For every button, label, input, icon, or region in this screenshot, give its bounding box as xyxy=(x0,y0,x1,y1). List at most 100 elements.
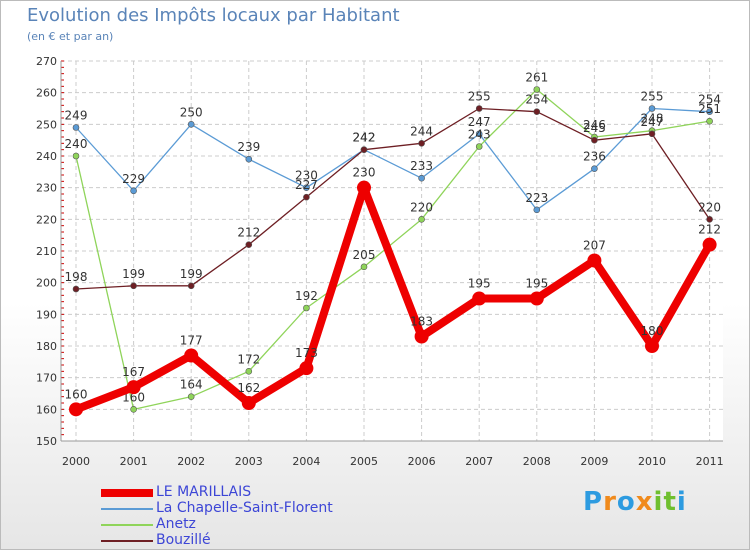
x-tick-label: 2000 xyxy=(62,455,90,468)
data-point xyxy=(533,86,541,93)
y-tick-label: 250 xyxy=(36,118,57,131)
y-tick-label: 160 xyxy=(36,403,57,416)
legend-label-le-marillais: LE MARILLAIS xyxy=(156,484,252,500)
data-label: 164 xyxy=(180,378,203,392)
data-label: 195 xyxy=(525,277,548,291)
data-point xyxy=(187,121,195,128)
series-line-1 xyxy=(75,88,711,410)
data-point xyxy=(303,304,310,312)
series-line-2 xyxy=(75,107,711,290)
data-label: 220 xyxy=(410,200,433,214)
data-label: 199 xyxy=(122,267,145,281)
x-tick-label: 2009 xyxy=(580,455,608,468)
data-point xyxy=(360,146,368,153)
x-tick-label: 2008 xyxy=(523,455,551,468)
legend-label-bouzille: Bouzillé xyxy=(156,532,211,548)
y-tick-label: 150 xyxy=(36,435,57,448)
data-label: 242 xyxy=(353,131,376,145)
legend-swatch-bouzille xyxy=(101,540,153,542)
data-label: 207 xyxy=(583,239,606,253)
logo-letter: o xyxy=(616,487,636,517)
data-label: 254 xyxy=(525,93,548,107)
y-tick-label: 240 xyxy=(36,150,57,163)
data-point xyxy=(72,152,80,160)
data-point xyxy=(245,155,253,163)
logo-letter: r xyxy=(603,487,617,517)
data-label: 240 xyxy=(65,137,88,151)
data-point xyxy=(357,180,371,195)
y-tick-label: 260 xyxy=(36,87,57,100)
data-label: 242 xyxy=(353,131,376,145)
series-line-0 xyxy=(75,107,711,211)
x-tick-label: 2011 xyxy=(696,455,724,468)
data-label: 192 xyxy=(295,289,318,303)
data-label: 236 xyxy=(583,150,606,164)
y-tick-label: 230 xyxy=(36,182,57,195)
logo-letter: i xyxy=(653,487,664,517)
legend-label-anetz: Anetz xyxy=(156,516,196,532)
x-tick-label: 2003 xyxy=(235,455,263,468)
data-point xyxy=(130,282,137,290)
data-point xyxy=(706,117,713,125)
data-point xyxy=(72,285,80,293)
data-label: 180 xyxy=(641,324,664,338)
y-tick-label: 190 xyxy=(36,308,57,321)
legend-swatch-anetz xyxy=(101,524,153,526)
data-point xyxy=(587,253,602,268)
data-point xyxy=(418,216,425,223)
data-point xyxy=(648,105,656,112)
data-point xyxy=(126,380,141,395)
data-label: 183 xyxy=(410,315,433,329)
data-point xyxy=(529,291,544,306)
proxiti-logo: Proxiti xyxy=(583,487,687,517)
data-label: 173 xyxy=(295,346,318,360)
data-point xyxy=(645,339,659,353)
y-tick-label: 210 xyxy=(36,245,57,258)
data-point xyxy=(533,108,541,115)
legend-swatch-le-marillais xyxy=(101,489,153,497)
y-tick-label: 220 xyxy=(36,213,57,226)
data-label: 249 xyxy=(65,109,88,123)
data-point xyxy=(533,206,541,214)
data-point xyxy=(303,184,310,191)
data-label: 244 xyxy=(410,124,433,138)
data-label: 212 xyxy=(698,223,721,237)
x-tick-label: 2001 xyxy=(120,455,148,468)
data-label: 229 xyxy=(122,172,145,186)
x-tick-label: 2007 xyxy=(465,455,493,468)
data-label: 233 xyxy=(410,159,433,173)
data-label: 243 xyxy=(468,128,491,142)
y-tick-label: 180 xyxy=(36,340,57,353)
chart-subtitle: (en € et par an) xyxy=(27,30,114,43)
data-point xyxy=(418,140,425,147)
y-tick-label: 270 xyxy=(36,55,57,68)
data-point xyxy=(475,105,483,112)
data-point xyxy=(245,241,253,248)
data-point xyxy=(69,402,83,417)
data-point xyxy=(241,396,256,410)
data-label: 220 xyxy=(698,200,721,214)
logo-letter: t xyxy=(663,487,677,517)
data-label: 160 xyxy=(122,390,145,404)
data-label: 250 xyxy=(180,105,203,119)
data-label: 195 xyxy=(468,277,491,291)
data-label: 227 xyxy=(295,178,318,192)
data-point xyxy=(702,237,717,252)
data-point xyxy=(299,361,314,376)
data-label: 261 xyxy=(525,71,548,85)
data-label: 198 xyxy=(65,270,88,284)
data-point xyxy=(303,193,310,201)
logo-letter: P xyxy=(583,487,604,517)
legend-label-la-chapelle: La Chapelle-Saint-Florent xyxy=(156,500,333,516)
x-tick-label: 2002 xyxy=(177,455,205,468)
y-tick-label: 200 xyxy=(36,277,57,290)
data-point xyxy=(418,174,425,182)
data-point xyxy=(475,143,483,150)
data-label: 160 xyxy=(65,387,88,401)
data-label: 247 xyxy=(641,115,664,129)
data-point xyxy=(706,108,713,115)
data-label: 162 xyxy=(237,381,260,395)
data-point xyxy=(130,187,137,195)
legend-swatch-la-chapelle xyxy=(101,508,153,510)
data-point xyxy=(187,282,195,290)
